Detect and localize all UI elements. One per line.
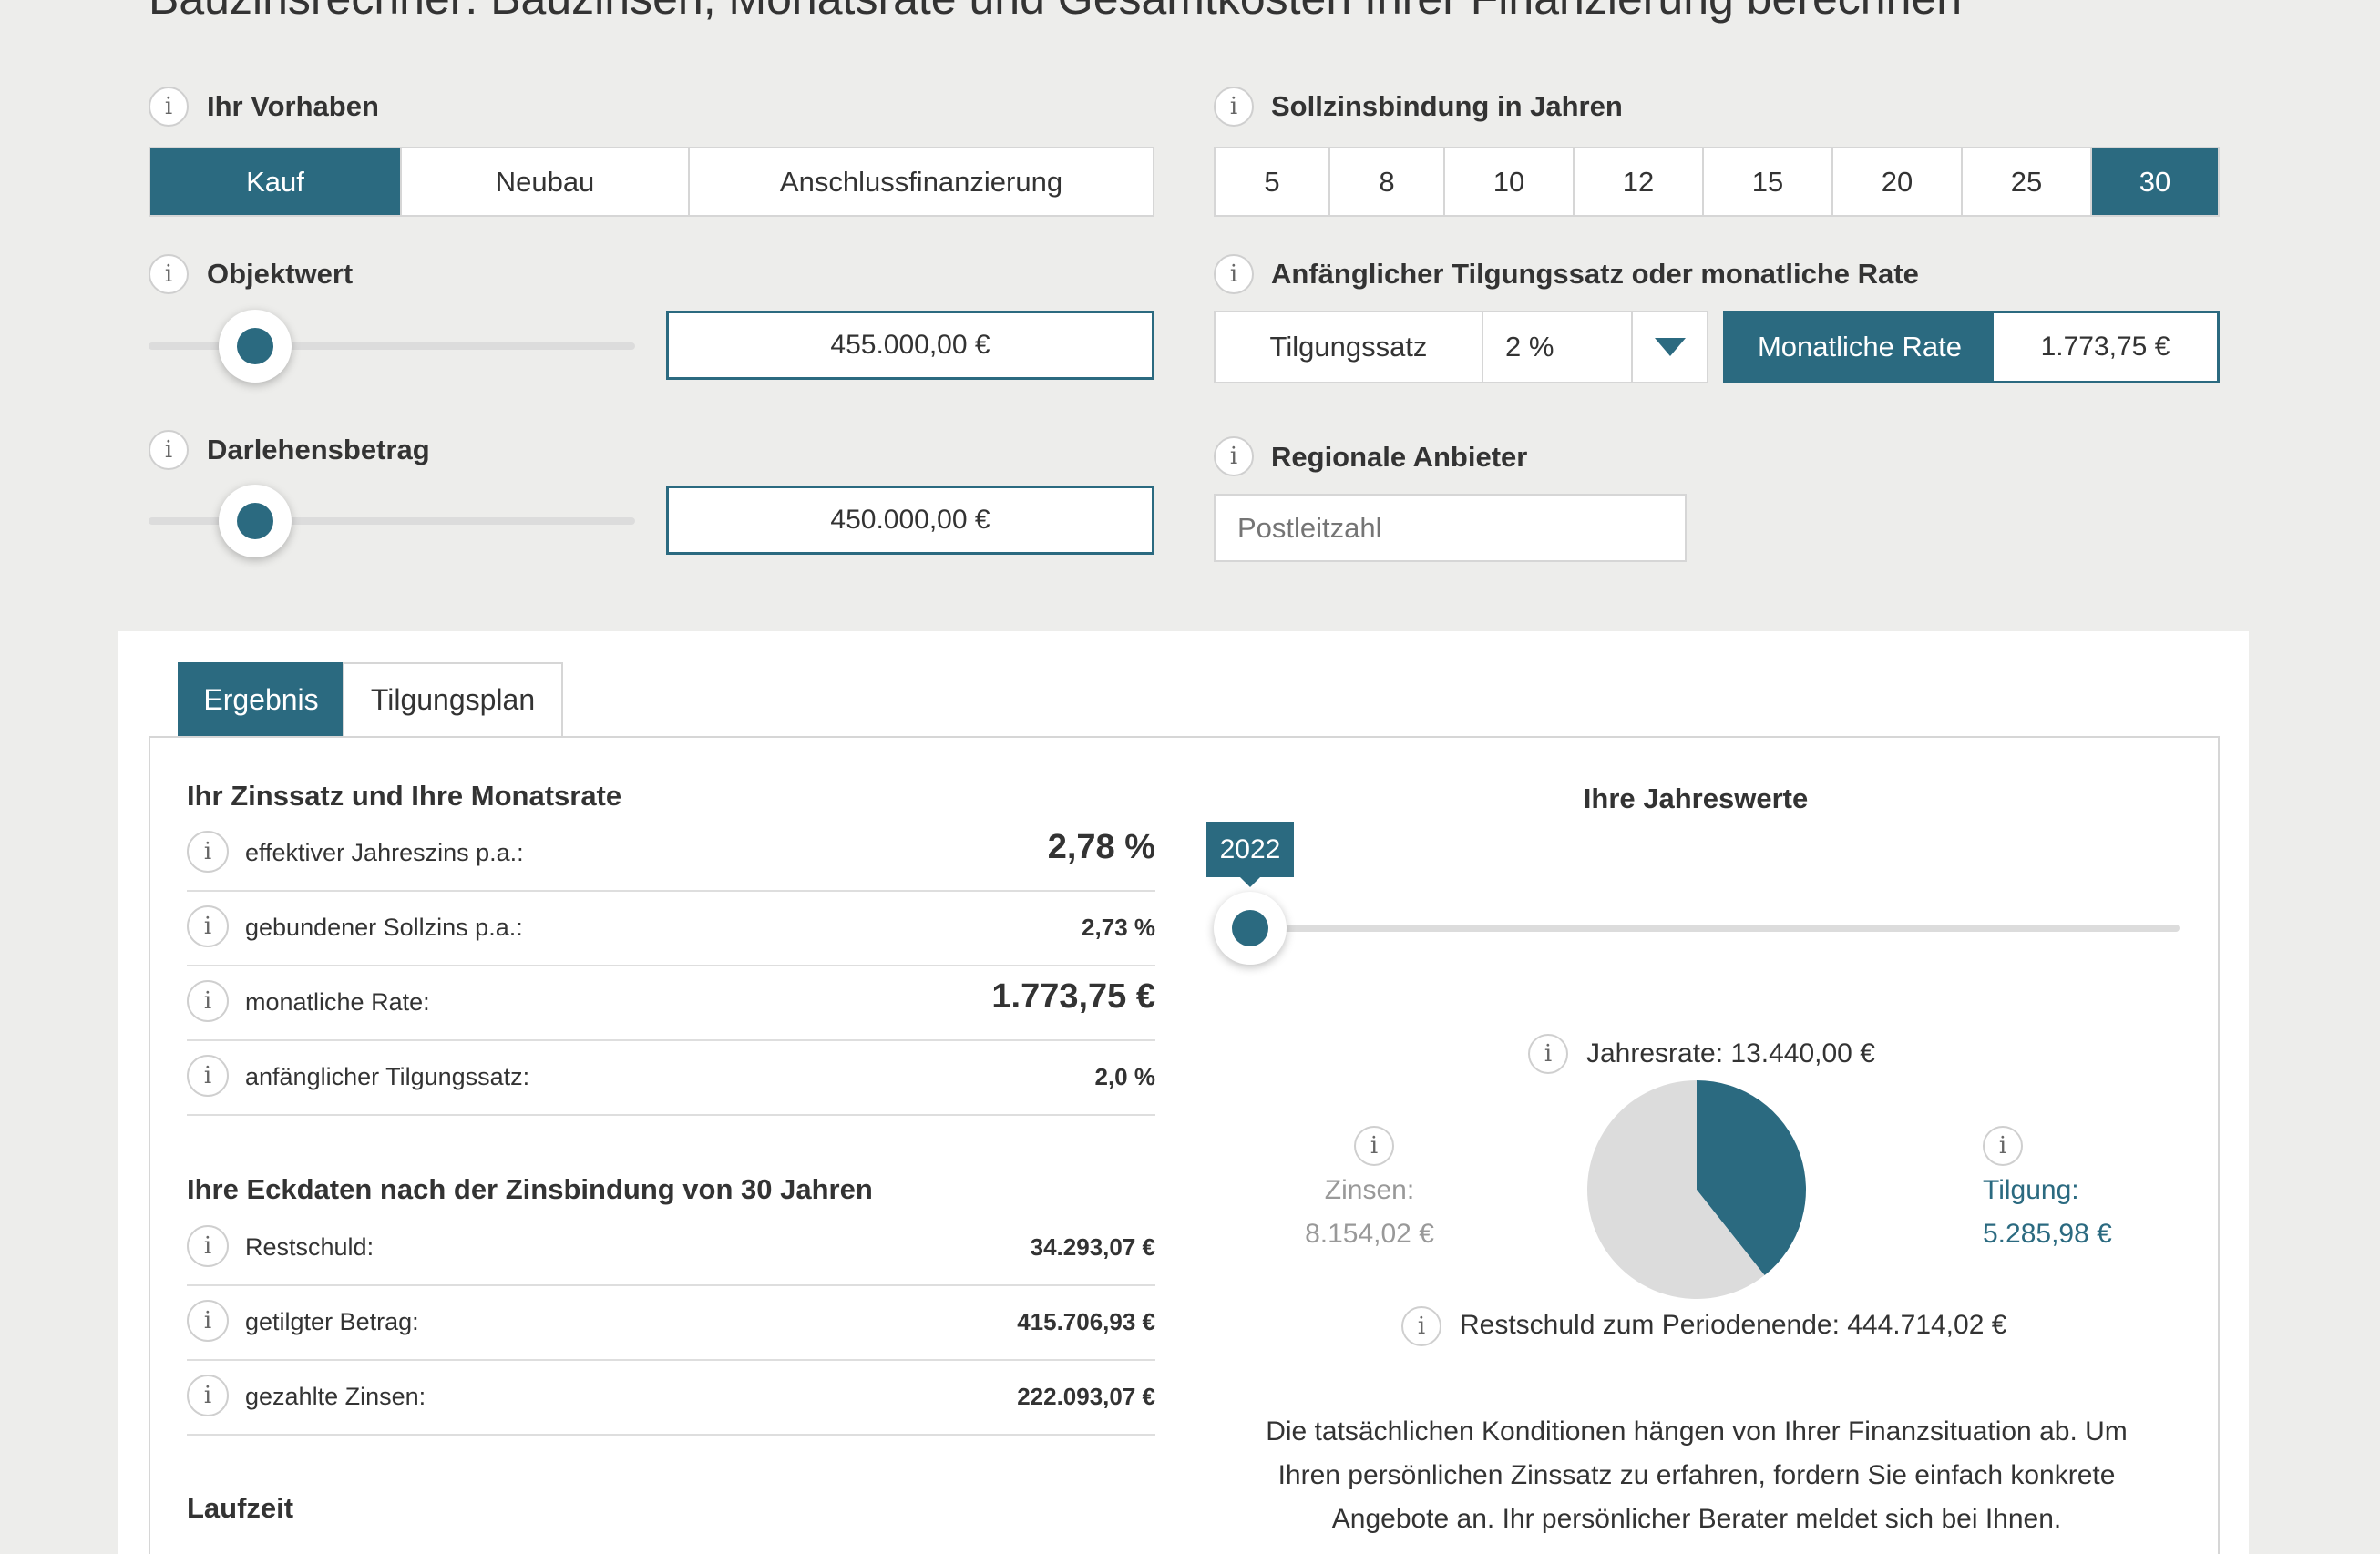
vorhaben-anschlussfinanzierung-button[interactable]: Anschlussfinanzierung xyxy=(779,165,1063,198)
tilgungssatz-button[interactable]: Tilgungssatz xyxy=(1216,312,1483,382)
row-label: effektiver Jahreszins p.a.: xyxy=(245,839,524,866)
row-label: monatliche Rate: xyxy=(245,988,430,1016)
pie-slice-tilgung xyxy=(1697,1080,1806,1276)
sollzins-10-button[interactable]: 10 xyxy=(1445,148,1575,215)
sollzins-20-button[interactable]: 20 xyxy=(1833,148,1963,215)
result-row: i monatliche Rate: 1.773,75 € xyxy=(187,966,1155,1041)
info-icon[interactable]: i xyxy=(1214,436,1254,476)
info-icon[interactable]: i xyxy=(187,980,229,1022)
row-value: 222.093,07 € xyxy=(1017,1383,1155,1410)
jahresrate-label: Jahresrate: 13.440,00 € xyxy=(1586,1038,1875,1068)
info-icon[interactable]: i xyxy=(1983,1126,2023,1166)
row-value: 2,78 % xyxy=(1047,828,1155,866)
result-row: i anfänglicher Tilgungssatz: 2,0 % xyxy=(187,1041,1155,1116)
zinssatz-heading: Ihr Zinssatz und Ihre Monatsrate xyxy=(187,780,622,812)
pie-slice-zinsen xyxy=(1587,1080,1765,1299)
info-icon[interactable]: i xyxy=(149,87,189,127)
year-slider-handle[interactable] xyxy=(1214,892,1287,965)
objektwert-slider-track[interactable] xyxy=(149,342,635,350)
row-label: gebundener Sollzins p.a.: xyxy=(245,914,523,941)
zinsen-value: 8.154,02 € xyxy=(1305,1219,1434,1249)
eckdaten-heading: Ihre Eckdaten nach der Zinsbindung von 3… xyxy=(187,1173,873,1205)
chevron-down-icon[interactable] xyxy=(1633,312,1707,382)
year-tooltip-arrow xyxy=(1239,876,1261,887)
sollzins-label: Sollzinsbindung in Jahren xyxy=(1271,90,1623,122)
postleitzahl-input[interactable] xyxy=(1214,494,1687,562)
info-icon[interactable]: i xyxy=(187,905,229,947)
sollzins-selector: 5 8 10 12 15 20 25 30 xyxy=(1214,147,2220,217)
note-line: Ihren persönlichen Zinssatz zu erfahren,… xyxy=(1277,1460,2116,1490)
info-icon[interactable]: i xyxy=(187,1225,229,1267)
info-icon[interactable]: i xyxy=(1214,254,1254,294)
row-value: 1.773,75 € xyxy=(991,977,1155,1016)
year-slider-track[interactable] xyxy=(1250,925,2180,932)
sollzins-8-button[interactable]: 8 xyxy=(1330,148,1445,215)
row-label: Restschuld: xyxy=(245,1233,374,1261)
sollzins-12-button[interactable]: 12 xyxy=(1575,148,1704,215)
page-title: Bauzinsrechner: Bauzinsen, Monatsrate un… xyxy=(149,0,1962,26)
objektwert-slider-handle[interactable] xyxy=(219,310,292,383)
info-icon[interactable]: i xyxy=(1528,1034,1568,1074)
vorhaben-kauf-button[interactable]: Kauf xyxy=(150,148,402,215)
tilgung-value: 5.285,98 € xyxy=(1983,1219,2112,1249)
tab-ergebnis[interactable]: Ergebnis xyxy=(178,662,344,738)
jahreswerte-pie-chart xyxy=(1587,1080,1806,1299)
monatliche-rate-control: Monatliche Rate 1.773,75 € xyxy=(1723,311,2220,383)
laufzeit-heading: Laufzeit xyxy=(187,1492,294,1524)
tilgungssatz-control: Tilgungssatz 2 % xyxy=(1214,311,1708,383)
info-icon[interactable]: i xyxy=(1401,1306,1441,1346)
darlehen-slider-track[interactable] xyxy=(149,517,635,525)
row-label: anfänglicher Tilgungssatz: xyxy=(245,1063,530,1090)
zinsen-label: Zinsen: xyxy=(1324,1175,1415,1205)
result-row: i gezahlte Zinsen: 222.093,07 € xyxy=(187,1361,1155,1436)
row-value: 2,0 % xyxy=(1094,1063,1156,1090)
regional-label: Regionale Anbieter xyxy=(1271,441,1528,473)
sollzins-15-button[interactable]: 15 xyxy=(1704,148,1833,215)
year-tooltip: 2022 xyxy=(1206,822,1294,877)
row-label: gezahlte Zinsen: xyxy=(245,1383,426,1410)
sollzins-25-button[interactable]: 25 xyxy=(1963,148,2092,215)
objektwert-label: Objektwert xyxy=(207,258,354,290)
row-value: 415.706,93 € xyxy=(1017,1308,1155,1335)
info-icon[interactable]: i xyxy=(1214,87,1254,127)
vorhaben-selector: Kauf Neubau Anschlussfinanzierung xyxy=(149,147,1154,217)
monatliche-rate-input[interactable]: 1.773,75 € xyxy=(2040,332,2170,362)
tab-tilgungsplan[interactable]: Tilgungsplan xyxy=(343,662,563,738)
note-line: Die tatsächlichen Konditionen hängen von… xyxy=(1266,1416,2128,1447)
tilgung-label: Tilgung: xyxy=(1983,1175,2079,1205)
vorhaben-label: Ihr Vorhaben xyxy=(207,90,379,122)
sollzins-5-button[interactable]: 5 xyxy=(1216,148,1330,215)
result-row: i gebundener Sollzins p.a.: 2,73 % xyxy=(187,892,1155,966)
result-row: i getilgter Betrag: 415.706,93 € xyxy=(187,1286,1155,1361)
result-row: i effektiver Jahreszins p.a.: 2,78 % xyxy=(187,817,1155,892)
restschuld-label: Restschuld zum Periodenende: 444.714,02 … xyxy=(1460,1310,2007,1340)
info-icon[interactable]: i xyxy=(187,1300,229,1342)
result-row: i Restschuld: 34.293,07 € xyxy=(187,1212,1155,1286)
row-label: getilgter Betrag: xyxy=(245,1308,419,1335)
info-icon[interactable]: i xyxy=(149,254,189,294)
jahreswerte-heading: Ihre Jahreswerte xyxy=(1583,782,1809,814)
darlehen-slider-handle[interactable] xyxy=(219,485,292,557)
darlehen-input[interactable]: 450.000,00 € xyxy=(666,486,1154,555)
info-icon[interactable]: i xyxy=(187,1375,229,1416)
objektwert-input[interactable]: 455.000,00 € xyxy=(666,311,1154,380)
ergebnis-panel xyxy=(149,736,2220,1554)
monatliche-rate-button[interactable]: Monatliche Rate xyxy=(1726,313,1994,381)
row-value: 34.293,07 € xyxy=(1030,1233,1155,1261)
tilgungssatz-select[interactable]: 2 % xyxy=(1483,312,1633,382)
info-icon[interactable]: i xyxy=(1354,1126,1394,1166)
tilgung-label: Anfänglicher Tilgungssatz oder monatlich… xyxy=(1271,258,1919,290)
info-icon[interactable]: i xyxy=(187,831,229,873)
note-line: Angebote an. Ihr persönlicher Berater me… xyxy=(1331,1504,2062,1534)
darlehen-label: Darlehensbetrag xyxy=(207,434,430,465)
sollzins-30-button[interactable]: 30 xyxy=(2092,148,2218,215)
konditionen-note: Die tatsächlichen Konditionen hängen von… xyxy=(1214,1410,2180,1541)
vorhaben-neubau-button[interactable]: Neubau xyxy=(402,148,690,215)
row-value: 2,73 % xyxy=(1082,914,1155,941)
info-icon[interactable]: i xyxy=(149,430,189,470)
info-icon[interactable]: i xyxy=(187,1055,229,1097)
